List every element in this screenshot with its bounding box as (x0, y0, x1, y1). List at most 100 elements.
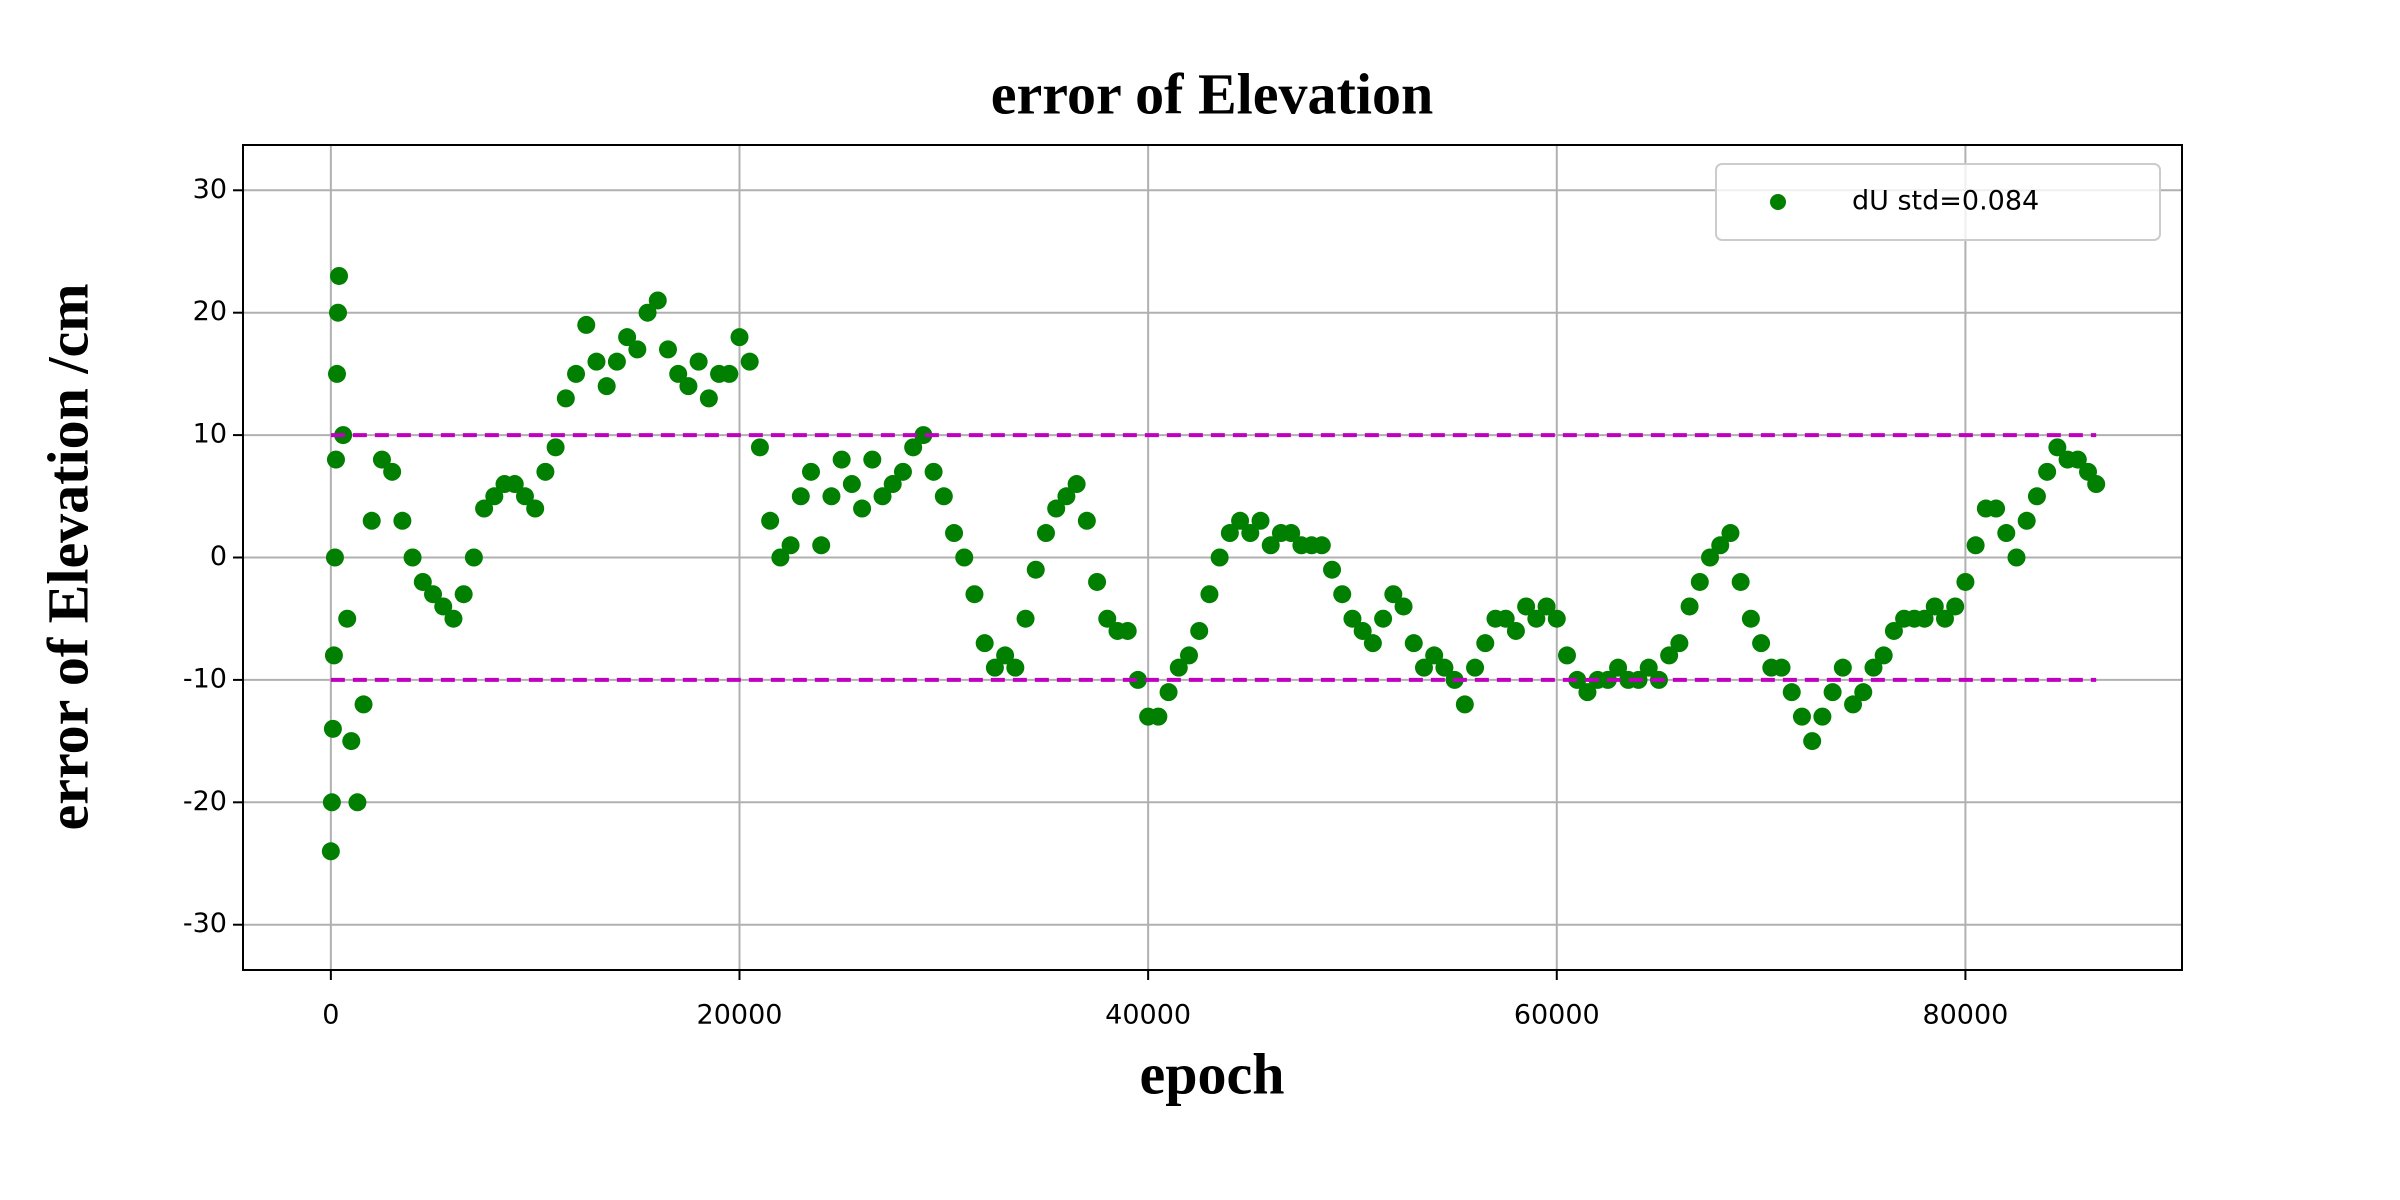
data-point (1435, 658, 1454, 677)
data-point (342, 732, 361, 751)
data-point (1782, 683, 1801, 702)
data-point (1997, 524, 2016, 543)
data-point (802, 462, 821, 481)
data-point (638, 303, 657, 322)
data-point (1609, 658, 1628, 677)
data-point (1956, 572, 1975, 591)
data-point (1690, 572, 1709, 591)
data-point (413, 572, 432, 591)
data-point (567, 364, 586, 383)
data-point (1833, 658, 1852, 677)
data-point (1741, 609, 1760, 628)
data-point (1067, 475, 1086, 494)
data-point (781, 536, 800, 555)
data-point (720, 364, 739, 383)
data-point (689, 352, 708, 371)
data-point (1854, 683, 1873, 702)
data-point (1987, 499, 2006, 518)
x-tick-label: 80000 (1922, 1000, 2008, 1031)
data-point (1282, 524, 1301, 543)
data-point (1670, 634, 1689, 653)
data-point (536, 462, 555, 481)
data-point (597, 377, 616, 396)
data-point (2017, 511, 2036, 530)
y-tick-label: 0 (210, 541, 227, 572)
data-point (1098, 609, 1117, 628)
data-point (1466, 658, 1485, 677)
y-tick-label: -30 (183, 908, 227, 939)
data-point (873, 487, 892, 506)
data-point (1241, 524, 1260, 543)
data-point (914, 426, 933, 445)
data-point (1036, 524, 1055, 543)
data-point (338, 609, 357, 628)
data-point (679, 377, 698, 396)
data-point (324, 646, 343, 665)
data-point (1578, 683, 1597, 702)
data-point (1537, 597, 1556, 616)
data-point (975, 634, 994, 653)
data-point (323, 719, 342, 738)
data-point (628, 340, 647, 359)
data-point (750, 438, 769, 457)
data-point (329, 303, 348, 322)
data-point (321, 842, 340, 861)
legend-marker (1770, 194, 1786, 210)
data-point (669, 364, 688, 383)
data-point (934, 487, 953, 506)
data-point (1231, 511, 1250, 530)
data-point (2007, 548, 2026, 567)
data-point (1251, 511, 1270, 530)
data-point (327, 364, 346, 383)
data-point (955, 548, 974, 567)
data-point (325, 548, 344, 567)
data-point (1547, 609, 1566, 628)
data-point (1394, 597, 1413, 616)
data-point (362, 511, 381, 530)
data-point (812, 536, 831, 555)
data-point (985, 658, 1004, 677)
data-point (1384, 585, 1403, 604)
data-point (1026, 560, 1045, 579)
data-point (454, 585, 473, 604)
data-point (1721, 524, 1740, 543)
data-point (1455, 695, 1474, 714)
data-point (771, 548, 790, 567)
data-point (853, 499, 872, 518)
data-point (607, 352, 626, 371)
data-point (1016, 609, 1035, 628)
data-point (1752, 634, 1771, 653)
data-point (464, 548, 483, 567)
data-point (1077, 511, 1096, 530)
data-point (1190, 621, 1209, 640)
data-point (326, 450, 345, 469)
data-point (2027, 487, 2046, 506)
data-point (1047, 499, 1066, 518)
data-point (1772, 658, 1791, 677)
data-point (822, 487, 841, 506)
data-point (1966, 536, 1985, 555)
data-point (1128, 670, 1147, 689)
chart-title: error of Elevation (991, 61, 1433, 126)
data-point (1180, 646, 1199, 665)
x-tick-label: 20000 (697, 1000, 783, 1031)
data-point (1568, 670, 1587, 689)
data-point (1159, 683, 1178, 702)
data-point (1711, 536, 1730, 555)
data-point (372, 450, 391, 469)
data-point (1088, 572, 1107, 591)
data-point (1813, 707, 1832, 726)
x-tick-label: 40000 (1105, 1000, 1191, 1031)
data-point (505, 475, 524, 494)
x-axis-label: epoch (1140, 1041, 1285, 1106)
data-point (434, 597, 453, 616)
data-point (1261, 536, 1280, 555)
data-point (322, 793, 341, 812)
data-point (577, 315, 596, 334)
data-point (658, 340, 677, 359)
data-point (740, 352, 759, 371)
data-point (1823, 683, 1842, 702)
data-point (424, 585, 443, 604)
data-point (2087, 475, 2106, 494)
data-point (1210, 548, 1229, 567)
